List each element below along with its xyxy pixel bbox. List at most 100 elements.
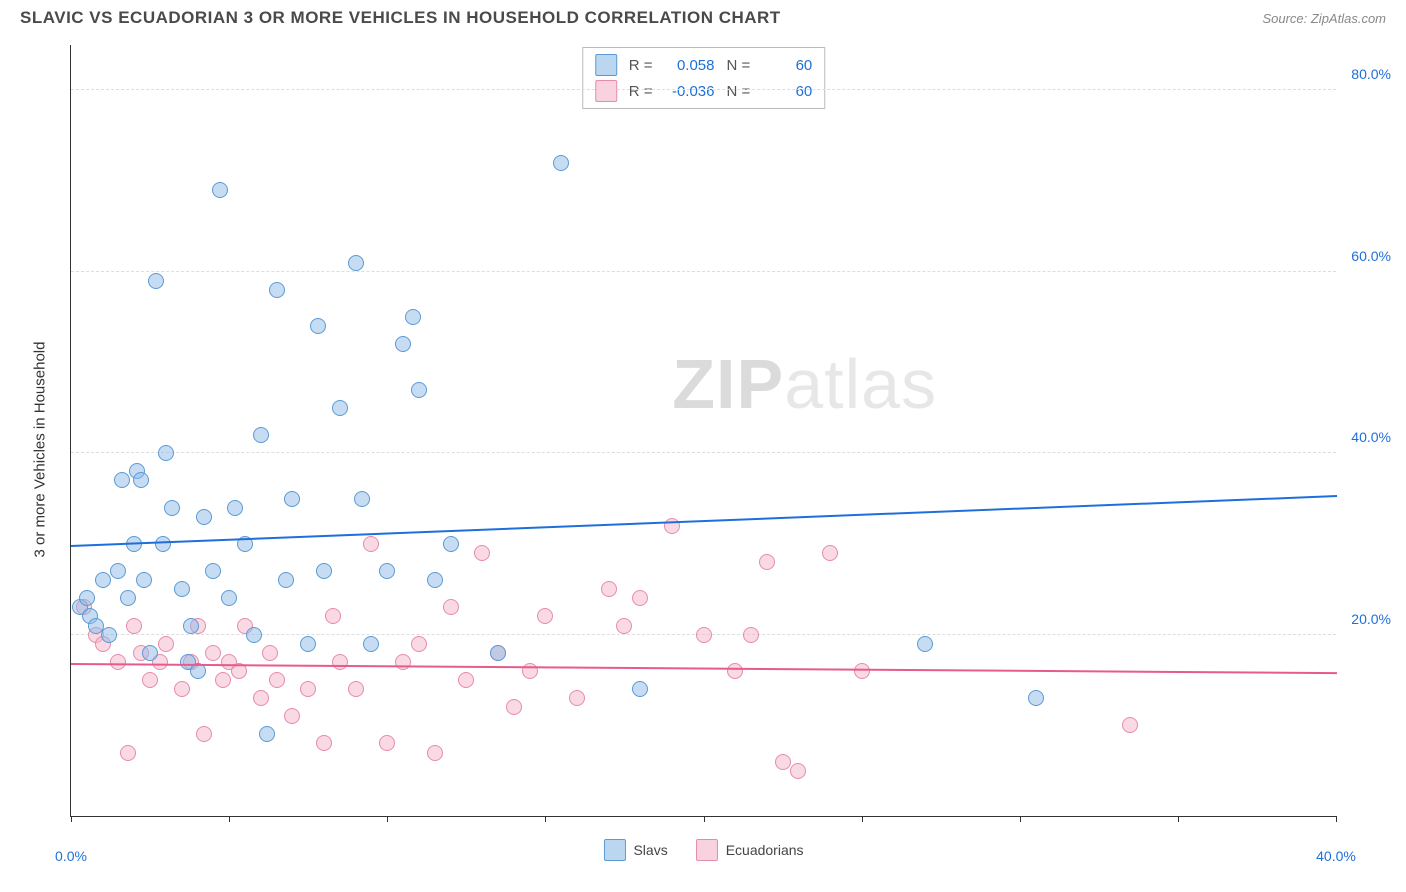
stat-r-label2: R = — [629, 83, 653, 100]
swatch-pink-icon — [696, 839, 718, 861]
legend-item-slavs: Slavs — [603, 839, 667, 861]
ytick-label: 80.0% — [1351, 66, 1391, 82]
data-point — [632, 681, 648, 697]
stat-n-ecuadorians: 60 — [762, 83, 812, 100]
ytick-label: 60.0% — [1351, 248, 1391, 264]
data-point — [148, 273, 164, 289]
data-point — [227, 500, 243, 516]
data-point — [616, 618, 632, 634]
data-point — [158, 445, 174, 461]
xtick — [229, 816, 230, 822]
data-point — [269, 282, 285, 298]
watermark-zip: ZIP — [672, 345, 784, 423]
data-point — [158, 636, 174, 652]
chart-container: 3 or more Vehicles in Household ZIPatlas… — [50, 45, 1336, 837]
data-point — [221, 590, 237, 606]
data-point — [601, 581, 617, 597]
gridline-h — [71, 89, 1336, 90]
data-point — [101, 627, 117, 643]
data-point — [269, 672, 285, 688]
data-point — [506, 699, 522, 715]
gridline-h — [71, 452, 1336, 453]
data-point — [284, 708, 300, 724]
legend-item-ecuadorians: Ecuadorians — [696, 839, 804, 861]
legend-label-slavs: Slavs — [633, 842, 667, 858]
gridline-h — [71, 271, 1336, 272]
data-point — [405, 309, 421, 325]
data-point — [110, 654, 126, 670]
data-point — [110, 563, 126, 579]
xtick — [1178, 816, 1179, 822]
xtick — [71, 816, 72, 822]
trend-line — [71, 495, 1337, 547]
data-point — [325, 608, 341, 624]
data-point — [79, 590, 95, 606]
data-point — [332, 654, 348, 670]
data-point — [427, 572, 443, 588]
data-point — [215, 672, 231, 688]
data-point — [205, 563, 221, 579]
stat-n-label2: N = — [727, 83, 751, 100]
data-point — [174, 581, 190, 597]
swatch-pink-icon — [595, 80, 617, 102]
data-point — [196, 509, 212, 525]
stat-row-ecuadorians: R = -0.036 N = 60 — [595, 78, 813, 104]
data-point — [537, 608, 553, 624]
stat-n-slavs: 60 — [762, 57, 812, 74]
data-point — [262, 645, 278, 661]
data-point — [363, 536, 379, 552]
xtick-label-end: 40.0% — [1316, 848, 1356, 864]
data-point — [790, 763, 806, 779]
stat-legend: R = 0.058 N = 60 R = -0.036 N = 60 — [582, 47, 826, 109]
data-point — [411, 382, 427, 398]
stat-r-slavs: 0.058 — [665, 57, 715, 74]
data-point — [155, 536, 171, 552]
data-point — [205, 645, 221, 661]
data-point — [490, 645, 506, 661]
data-point — [443, 599, 459, 615]
data-point — [1028, 690, 1044, 706]
data-point — [427, 745, 443, 761]
swatch-blue-icon — [595, 54, 617, 76]
ytick-label: 20.0% — [1351, 611, 1391, 627]
data-point — [246, 627, 262, 643]
data-point — [300, 681, 316, 697]
data-point — [183, 618, 199, 634]
data-point — [114, 472, 130, 488]
data-point — [142, 672, 158, 688]
data-point — [411, 636, 427, 652]
chart-title: SLAVIC VS ECUADORIAN 3 OR MORE VEHICLES … — [20, 8, 781, 28]
xtick-label-start: 0.0% — [55, 848, 87, 864]
data-point — [120, 745, 136, 761]
data-point — [174, 681, 190, 697]
data-point — [259, 726, 275, 742]
data-point — [284, 491, 300, 507]
xtick — [1336, 816, 1337, 822]
data-point — [136, 572, 152, 588]
watermark-atlas: atlas — [784, 345, 937, 423]
stat-row-slavs: R = 0.058 N = 60 — [595, 52, 813, 78]
data-point — [126, 618, 142, 634]
bottom-legend: Slavs Ecuadorians — [603, 839, 803, 861]
data-point — [120, 590, 136, 606]
data-point — [1122, 717, 1138, 733]
chart-header: SLAVIC VS ECUADORIAN 3 OR MORE VEHICLES … — [0, 0, 1406, 28]
data-point — [553, 155, 569, 171]
chart-source: Source: ZipAtlas.com — [1262, 11, 1386, 26]
data-point — [379, 563, 395, 579]
data-point — [775, 754, 791, 770]
y-axis-label: 3 or more Vehicles in Household — [32, 342, 49, 558]
xtick — [704, 816, 705, 822]
data-point — [917, 636, 933, 652]
data-point — [332, 400, 348, 416]
data-point — [310, 318, 326, 334]
stat-r-ecuadorians: -0.036 — [665, 83, 715, 100]
data-point — [196, 726, 212, 742]
data-point — [164, 500, 180, 516]
data-point — [458, 672, 474, 688]
data-point — [743, 627, 759, 643]
data-point — [727, 663, 743, 679]
data-point — [696, 627, 712, 643]
data-point — [759, 554, 775, 570]
stat-n-label: N = — [727, 57, 751, 74]
